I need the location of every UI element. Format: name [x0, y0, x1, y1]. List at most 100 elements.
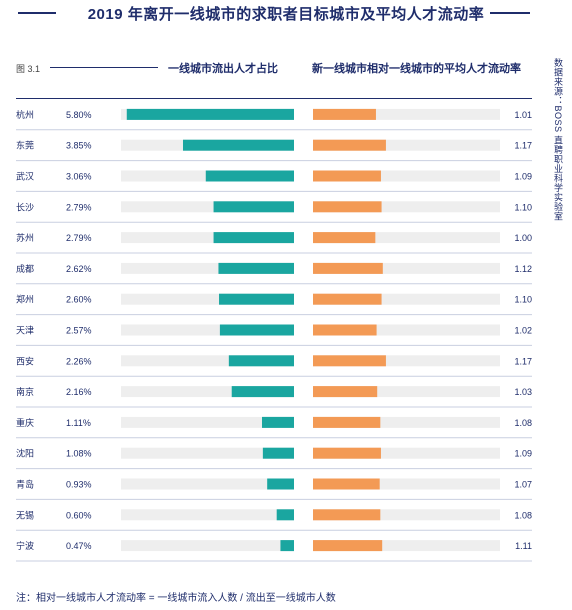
city-label: 长沙 — [16, 201, 34, 212]
mobility-bar-track — [313, 509, 500, 521]
share-column-header: 一线城市流出人才占比 — [168, 63, 278, 75]
mobility-value-label: 1.12 — [514, 264, 532, 274]
mobility-value-label: 1.10 — [514, 295, 532, 305]
share-value-label: 2.62% — [66, 264, 92, 274]
share-bar-track — [121, 478, 294, 490]
mobility-bar-track — [313, 416, 500, 428]
mobility-bar — [313, 262, 383, 274]
mobility-bar-track — [313, 170, 500, 182]
share-bar — [228, 355, 294, 367]
mobility-value-label: 1.00 — [514, 233, 532, 243]
mobility-bar-track — [313, 201, 500, 213]
figure-label-rule — [50, 67, 158, 68]
data-source: 数据来源：BOSS 直聘职业科学实验室 — [553, 58, 563, 222]
mobility-column-header: 新一线城市相对一线城市的平均人才流动率 — [312, 63, 521, 75]
share-bar — [267, 478, 294, 490]
share-bar-track — [121, 447, 294, 459]
mobility-value-label: 1.17 — [514, 141, 532, 151]
city-label: 杭州 — [16, 109, 34, 120]
city-label: 青岛 — [16, 479, 34, 490]
share-value-label: 2.26% — [66, 356, 92, 366]
share-value-label: 0.93% — [66, 480, 92, 490]
share-value-label: 2.57% — [66, 326, 92, 336]
chart-title: 2019 年离开一线城市的求职者目标城市及平均人才流动率 — [87, 6, 485, 23]
share-bar — [262, 447, 294, 459]
footnote: 注：相对一线城市人才流动率 = 一线城市流入人数 / 流出至一线城市人数 — [16, 593, 336, 604]
mobility-bar — [313, 509, 381, 521]
share-bar — [276, 509, 294, 521]
share-bar — [182, 139, 294, 151]
share-bar — [205, 170, 294, 182]
mobility-bar — [313, 201, 382, 213]
city-label: 成都 — [16, 263, 34, 274]
share-bar — [213, 232, 294, 244]
mobility-bar — [313, 540, 383, 552]
share-bar-track — [121, 293, 294, 305]
share-bar — [231, 386, 294, 398]
share-bar-track — [121, 324, 294, 336]
share-bar-track — [121, 386, 294, 398]
mobility-value-label: 1.01 — [514, 110, 532, 120]
share-value-label: 2.16% — [66, 387, 92, 397]
city-label: 宁波 — [16, 540, 34, 551]
city-label: 南京 — [16, 386, 34, 397]
mobility-bar — [313, 386, 378, 398]
mobility-bar-track — [313, 293, 500, 305]
mobility-bar-track — [313, 139, 500, 151]
mobility-bar — [313, 293, 382, 305]
mobility-value-label: 1.11 — [515, 541, 532, 551]
share-value-label: 2.79% — [66, 202, 92, 212]
title-bar: 2019 年离开一线城市的求职者目标城市及平均人才流动率 — [0, 0, 572, 30]
mobility-value-label: 1.02 — [514, 326, 532, 336]
share-bar-track — [121, 262, 294, 274]
share-value-label: 2.60% — [66, 295, 92, 305]
share-value-label: 1.11% — [66, 418, 91, 428]
share-bar-track — [121, 416, 294, 428]
city-label: 西安 — [16, 355, 34, 366]
city-label: 无锡 — [16, 510, 34, 520]
share-value-label: 5.80% — [66, 110, 92, 120]
mobility-bar-track — [313, 447, 500, 459]
city-label: 东莞 — [16, 140, 34, 151]
mobility-bar — [313, 324, 377, 336]
share-bar — [219, 293, 294, 305]
share-value-label: 0.47% — [66, 541, 92, 551]
mobility-value-label: 1.08 — [514, 418, 532, 428]
mobility-value-label: 1.03 — [514, 387, 532, 397]
mobility-value-label: 1.07 — [514, 480, 532, 490]
mobility-value-label: 1.08 — [514, 510, 532, 520]
mobility-bar — [313, 447, 381, 459]
mobility-bar-track — [313, 324, 500, 336]
city-label: 天津 — [16, 326, 34, 336]
mobility-value-label: 1.09 — [514, 449, 532, 459]
mobility-bar-track — [313, 355, 500, 367]
mobility-bar-track — [313, 478, 500, 490]
share-bar — [280, 540, 294, 552]
share-bar — [218, 262, 294, 274]
share-value-label: 1.08% — [66, 449, 92, 459]
city-label: 武汉 — [16, 171, 34, 182]
share-bar — [213, 201, 294, 213]
mobility-bar — [313, 478, 380, 490]
mobility-value-label: 1.09 — [514, 172, 532, 182]
share-bar-track — [121, 540, 294, 552]
mobility-bar — [313, 170, 381, 182]
share-bar-track — [121, 509, 294, 521]
city-label: 沈阳 — [16, 448, 34, 459]
mobility-bar-track — [313, 232, 500, 244]
mobility-bar-track — [313, 108, 500, 120]
share-bar — [219, 324, 294, 336]
share-bar — [126, 108, 295, 120]
mobility-bar-track — [313, 386, 500, 398]
share-bar — [261, 416, 294, 428]
mobility-value-label: 1.17 — [514, 356, 532, 366]
mobility-bar — [313, 108, 376, 120]
share-value-label: 0.60% — [66, 510, 92, 520]
city-label: 郑州 — [16, 294, 34, 305]
mobility-bar-track — [313, 262, 500, 274]
share-value-label: 3.06% — [66, 172, 92, 182]
mobility-value-label: 1.10 — [514, 202, 532, 212]
mobility-bar — [313, 232, 376, 244]
city-label: 重庆 — [16, 417, 34, 428]
